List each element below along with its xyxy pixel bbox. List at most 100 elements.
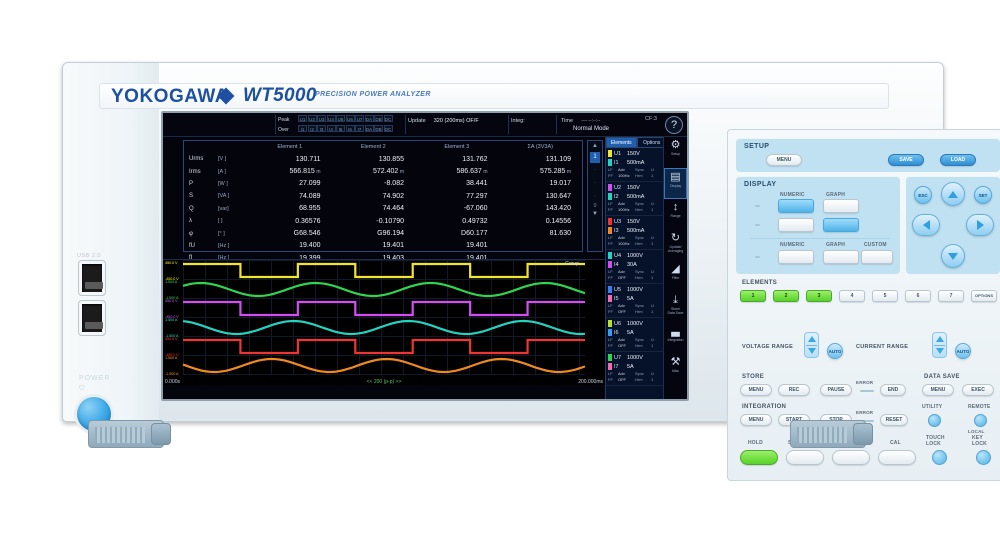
element-block[interactable]: U7 1000V I7 5A LF Adv Sync U FF OFF Hrm 1 bbox=[606, 352, 667, 386]
voltage-range-up-icon[interactable] bbox=[807, 336, 816, 342]
menu-icon-rail[interactable]: ⚙ Setup ▤ Display ↕ Range ↻ Update/Averaging ◢ Fi… bbox=[663, 137, 687, 399]
elements-tabs[interactable]: Elements Options bbox=[606, 137, 667, 148]
voltage-auto-button[interactable]: AUTO bbox=[827, 343, 843, 359]
rail-item-setup[interactable]: ⚙ Setup bbox=[664, 137, 687, 168]
model-name: WT5000 bbox=[243, 85, 317, 106]
single-button[interactable] bbox=[786, 450, 824, 465]
display-row2-numeric-button[interactable] bbox=[778, 218, 814, 232]
table-row[interactable]: φ [° ] G68.546 G96.194 D60.177 81.630 bbox=[184, 227, 582, 239]
measurement-table[interactable]: Element 1 Element 2 Element 3 ΣA (3V3A) … bbox=[183, 140, 583, 262]
rail-item-filter[interactable]: ◢ Filter bbox=[664, 261, 687, 292]
data-save-menu-button[interactable]: MENU bbox=[922, 384, 954, 396]
elements-options-button[interactable]: OPTIONS bbox=[971, 290, 997, 302]
crest-factor-label: CF:3 bbox=[645, 116, 657, 122]
voltage-range-down-icon[interactable] bbox=[807, 348, 816, 354]
sync-label: Sync bbox=[635, 235, 644, 240]
current-range-up-icon[interactable] bbox=[935, 336, 944, 342]
status-chip: U2 bbox=[307, 115, 317, 122]
element-block[interactable]: U6 1000V I6 5A LF Adv Sync U FF OFF Hrm 1 bbox=[606, 318, 667, 352]
rail-item-integration[interactable]: ▃ Integration bbox=[664, 323, 687, 354]
update-label: Update bbox=[408, 118, 426, 124]
display-row2-graph-button[interactable] bbox=[823, 218, 859, 232]
table-row[interactable]: λ [ ] 0.36576 -0.10790 0.49732 0.14556 bbox=[184, 215, 582, 227]
store-end-button[interactable]: END bbox=[880, 384, 906, 396]
arrow-left-button[interactable] bbox=[912, 214, 940, 236]
current-range-down-icon[interactable] bbox=[935, 348, 944, 354]
element-block[interactable]: U1 150V I1 500mA LF Adv Sync U FF 100Hz Hrm 1 bbox=[606, 148, 667, 182]
set-button[interactable]: SET bbox=[974, 186, 992, 204]
hold-button[interactable] bbox=[740, 450, 778, 465]
arrow-up-button[interactable] bbox=[941, 182, 965, 206]
integration-menu-button[interactable]: MENU bbox=[740, 414, 772, 426]
esc-button[interactable]: ESC bbox=[914, 186, 932, 204]
null-button[interactable] bbox=[832, 450, 870, 465]
page-last[interactable]: 9 bbox=[593, 203, 597, 209]
display-row1-numeric-button[interactable] bbox=[778, 199, 814, 213]
store-pause-button[interactable]: PAUSE bbox=[820, 384, 852, 396]
table-row[interactable]: P [W ] 27.099 -8.082 38.441 19.017 bbox=[184, 178, 582, 190]
row-label: φ bbox=[189, 230, 193, 237]
elements-title: ELEMENTS bbox=[742, 280, 778, 286]
setup-menu-button[interactable]: MENU bbox=[766, 154, 802, 166]
rail-item-misc[interactable]: ⚒ Misc bbox=[664, 354, 687, 385]
display-row3-graph-button[interactable] bbox=[823, 250, 859, 264]
element-button-1[interactable]: 1 bbox=[740, 290, 766, 302]
element-button-3[interactable]: 3 bbox=[806, 290, 832, 302]
display-row1-graph-button[interactable] bbox=[823, 199, 859, 213]
page-up-icon[interactable]: ▲ bbox=[592, 143, 598, 149]
page-number[interactable]: 1 bbox=[590, 152, 600, 163]
range-value: 1000V bbox=[627, 320, 643, 327]
help-icon[interactable]: ? bbox=[665, 116, 683, 134]
arrow-right-button[interactable] bbox=[966, 214, 994, 236]
page-scroller[interactable]: ▲ 1 · · · 9 ▼ bbox=[587, 140, 603, 252]
element-button-5[interactable]: 5 bbox=[872, 290, 898, 302]
element-button-4[interactable]: 4 bbox=[839, 290, 865, 302]
current-auto-button[interactable]: AUTO bbox=[955, 343, 971, 359]
rail-item-display[interactable]: ▤ Display bbox=[664, 168, 687, 199]
key-lock-button[interactable] bbox=[976, 450, 991, 465]
table-row[interactable]: Irms [A ] 566.815 m 572.402 m 586.637 m 575.285 m bbox=[184, 165, 582, 177]
usb-port-1[interactable] bbox=[79, 261, 105, 295]
data-save-exec-button[interactable]: EXEC bbox=[962, 384, 994, 396]
store-menu-button[interactable]: MENU bbox=[740, 384, 772, 396]
element-block[interactable]: U3 150V I3 500mA LF Adv Sync U FF 100Hz Hrm 1 bbox=[606, 216, 667, 250]
utility-button[interactable] bbox=[928, 414, 941, 427]
page-down-icon[interactable]: ▼ bbox=[592, 211, 598, 217]
display-row3-numeric-button[interactable] bbox=[778, 250, 814, 264]
elements-side-panel[interactable]: Elements Options U1 150V I1 500mA LF Adv Sync U… bbox=[605, 137, 667, 399]
current-range-rocker[interactable] bbox=[932, 332, 947, 358]
save-button[interactable]: SAVE bbox=[888, 154, 924, 166]
element-button-2[interactable]: 2 bbox=[773, 290, 799, 302]
load-button[interactable]: LOAD bbox=[940, 154, 976, 166]
lcd-screen[interactable]: Peak U1 U2 U3 U4 U5 U6 U7 DA DB DC Over I1 I2 I3 I4 I5 I… bbox=[161, 111, 689, 401]
voltage-range-rocker[interactable] bbox=[804, 332, 819, 358]
table-row[interactable]: fI[Hz ]19.39919.40319.401 bbox=[184, 252, 582, 264]
cal-button[interactable] bbox=[878, 450, 916, 465]
table-row[interactable]: S [VA ] 74.089 74.902 77.297 130.647 bbox=[184, 190, 582, 202]
rail-item-store[interactable]: ⤓ Store/Data Save bbox=[664, 292, 687, 323]
table-row[interactable]: fU [Hz ] 19.400 19.401 19.401 bbox=[184, 240, 582, 252]
chevron-right-icon bbox=[976, 220, 984, 230]
channel-color-swatch bbox=[608, 252, 612, 259]
column-header: Element 3 bbox=[444, 144, 470, 150]
integration-reset-button[interactable]: RESET bbox=[880, 414, 908, 426]
table-row[interactable]: Urms [V ] 130.711 130.855 131.762 131.109 bbox=[184, 153, 582, 165]
usb-port-2[interactable] bbox=[79, 301, 105, 335]
table-row[interactable]: Q [var] 68.955 74.464 -67.060 143.420 bbox=[184, 203, 582, 215]
waveform-area[interactable]: 450.0 V -450.0 V 1.500 A -1.500 A 450.0 V -45… bbox=[163, 259, 605, 385]
element-block[interactable]: U2 150V I2 500mA LF Adv Sync U FF 100Hz Hrm 1 bbox=[606, 182, 667, 216]
element-button-7[interactable]: 7 bbox=[938, 290, 964, 302]
sync-value: Hrm bbox=[635, 309, 643, 314]
touch-lock-button[interactable] bbox=[932, 450, 947, 465]
element-block[interactable]: U4 1000V I4 30A LF Adv Sync U FF OFF Hrm 1 bbox=[606, 250, 667, 284]
display-row3-custom-button[interactable] bbox=[861, 250, 893, 264]
tab-elements[interactable]: Elements bbox=[606, 137, 637, 148]
arrow-down-button[interactable] bbox=[941, 244, 965, 268]
rail-item-update[interactable]: ↻ Update/Averaging bbox=[664, 230, 687, 261]
channel-color-swatch bbox=[608, 261, 612, 268]
element-block[interactable]: U5 1000V I5 5A LF Adv Sync U FF OFF Hrm 1 bbox=[606, 284, 667, 318]
element-button-6[interactable]: 6 bbox=[905, 290, 931, 302]
store-rec-button[interactable]: REC bbox=[778, 384, 810, 396]
remote-button[interactable] bbox=[974, 414, 987, 427]
rail-item-range[interactable]: ↕ Range bbox=[664, 199, 687, 230]
